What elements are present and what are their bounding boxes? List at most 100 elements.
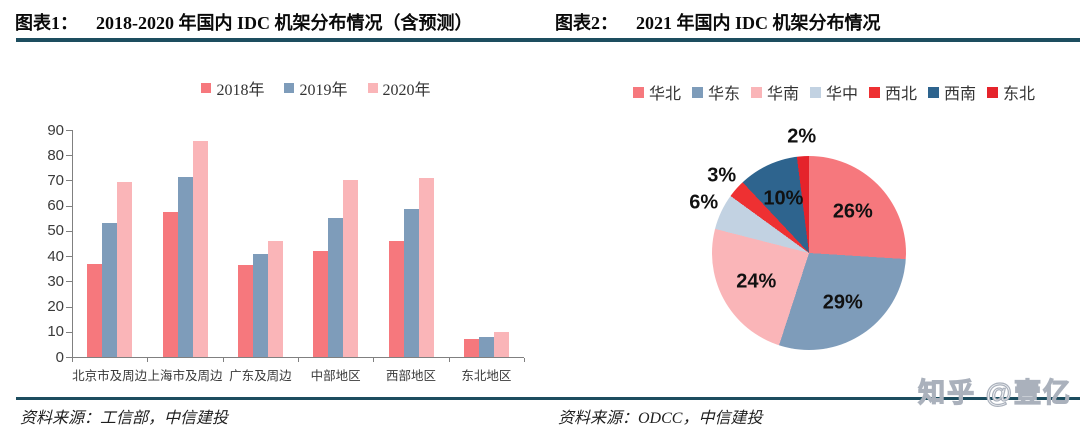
pie-slice-label: 2% <box>787 125 817 148</box>
y-axis-tick <box>66 357 72 358</box>
x-axis-category-label: 广东及周边 <box>229 369 292 383</box>
bar <box>418 177 434 357</box>
legend-label: 西北 <box>885 86 918 103</box>
y-axis-tick <box>66 130 72 131</box>
pie-slice-label: 3% <box>707 164 737 187</box>
figure2-panel: 图表2： 2021 年国内 IDC 机架分布情况 华北 华东 华南 华中 西北 西南 东北 2… <box>540 0 1080 438</box>
watermark: 知乎 @壹亿 <box>918 377 1072 408</box>
pie-slice-label: 29% <box>822 291 863 314</box>
legend-label: 华南 <box>766 86 799 103</box>
legend-item: 华南 <box>750 80 799 104</box>
x-axis-tick <box>373 358 375 362</box>
legend-item: 2018年 <box>201 76 264 100</box>
figure1-title-label: 图表1： <box>15 13 78 33</box>
legend-swatch <box>632 86 644 98</box>
x-axis-category-label: 上海市及周边 <box>147 369 223 383</box>
pie-slice-label: 10% <box>763 187 804 210</box>
y-axis-tick-label: 80 <box>47 146 64 164</box>
y-axis-tick <box>66 306 72 308</box>
bar <box>343 180 359 357</box>
legend-item: 2020年 <box>367 76 431 100</box>
figure1-source: 资料来源：工信部，中信建投 <box>20 410 229 427</box>
y-axis-tick <box>66 331 72 333</box>
legend-label: 华中 <box>825 86 858 103</box>
legend-label: 2018年 <box>216 82 265 99</box>
y-axis-tick-label: 10 <box>47 323 64 341</box>
x-axis-line <box>72 357 524 358</box>
bar <box>388 240 404 357</box>
bar-chart-plot: 0 10 20 30 40 50 60 70 80 90 北京市及周边 上海市及周边 广东及周边 中部地区… <box>47 121 525 383</box>
y-axis-tick-label: 90 <box>47 121 64 139</box>
legend-swatch <box>809 86 821 98</box>
pie-slice-label: 6% <box>689 191 719 214</box>
legend-item: 华中 <box>809 80 858 104</box>
legend-item: 西北 <box>869 80 917 104</box>
figure2-title: 图表2： 2021 年国内 IDC 机架分布情况 <box>555 9 1074 35</box>
legend-label: 2020年 <box>382 82 431 99</box>
legend-swatch <box>691 86 703 98</box>
y-axis-tick <box>66 230 72 232</box>
legend-swatch <box>869 86 880 98</box>
y-axis-tick <box>66 205 72 207</box>
figure2-source: 资料来源：ODCC，中信建投 <box>558 410 763 427</box>
bar-chart-legend: 2018年 2019年 2020年 <box>90 76 542 100</box>
pie-slice-label: 26% <box>832 200 873 223</box>
legend-swatch <box>928 86 940 98</box>
bar <box>463 339 479 357</box>
bar <box>102 223 118 357</box>
pie-chart-area: 26% 29% 24% 6% 3% 10% 2% <box>540 0 1080 438</box>
legend-label: 东北 <box>1003 86 1036 103</box>
legend-swatch <box>750 86 762 98</box>
pie-chart <box>712 156 906 350</box>
bar <box>478 336 494 357</box>
legend-swatch <box>201 83 212 93</box>
footer-rule <box>16 397 1080 400</box>
y-axis-tick-label: 60 <box>47 197 64 215</box>
legend-label: 华北 <box>648 86 681 103</box>
legend-swatch <box>367 83 378 93</box>
figure1-title-text: 2018-2020 年国内 IDC 机架分布情况（含预测） <box>96 13 473 33</box>
bar <box>328 218 344 357</box>
bar <box>162 211 178 357</box>
bar <box>252 253 268 357</box>
legend-label: 2019年 <box>299 82 348 99</box>
legend-label: 华东 <box>707 86 740 103</box>
legend-item: 西南 <box>928 80 976 104</box>
pie-chart-legend: 华北 华东 华南 华中 西北 西南 东北 <box>588 80 1080 104</box>
bar <box>87 263 103 357</box>
x-axis-category-label: 中部地区 <box>310 369 361 383</box>
y-axis-tick-label: 70 <box>47 171 64 189</box>
bar <box>267 240 283 357</box>
y-axis-tick-label: 20 <box>47 298 64 316</box>
legend-item: 2019年 <box>284 76 348 100</box>
x-axis-tick <box>72 358 73 362</box>
x-axis-category-label: 西部地区 <box>385 369 437 383</box>
y-axis-tick-label: 50 <box>47 222 64 240</box>
x-axis-category-label: 北京市及周边 <box>72 369 148 383</box>
bar <box>313 251 329 357</box>
legend-label: 西南 <box>944 86 977 103</box>
legend-item: 华北 <box>632 80 681 104</box>
figure2-title-text: 2021 年国内 IDC 机架分布情况 <box>636 13 881 33</box>
legend-swatch <box>987 86 999 98</box>
y-axis-tick-label: 40 <box>47 247 64 265</box>
pie-slice-label: 24% <box>736 270 777 293</box>
bar <box>237 264 253 357</box>
x-axis-tick <box>222 358 224 362</box>
y-axis-tick <box>66 256 72 258</box>
figure1-panel: 图表1： 2018-2020 年国内 IDC 机架分布情况（含预测） 2018年 2… <box>15 9 542 427</box>
y-axis-tick-label: 0 <box>55 348 64 366</box>
figure1-title: 图表1： 2018-2020 年国内 IDC 机架分布情况（含预测） <box>15 9 534 35</box>
bar <box>493 331 509 357</box>
x-axis-tick <box>298 358 299 362</box>
x-axis-tick <box>524 358 525 362</box>
legend-item: 华东 <box>691 80 740 104</box>
x-axis-tick <box>448 358 450 362</box>
figure2-title-label: 图表2： <box>555 13 618 33</box>
x-axis-category-label: 东北地区 <box>461 369 512 383</box>
bar <box>117 181 133 357</box>
y-axis-tick <box>66 180 72 182</box>
x-axis-tick <box>147 358 149 362</box>
legend-swatch <box>284 83 295 93</box>
